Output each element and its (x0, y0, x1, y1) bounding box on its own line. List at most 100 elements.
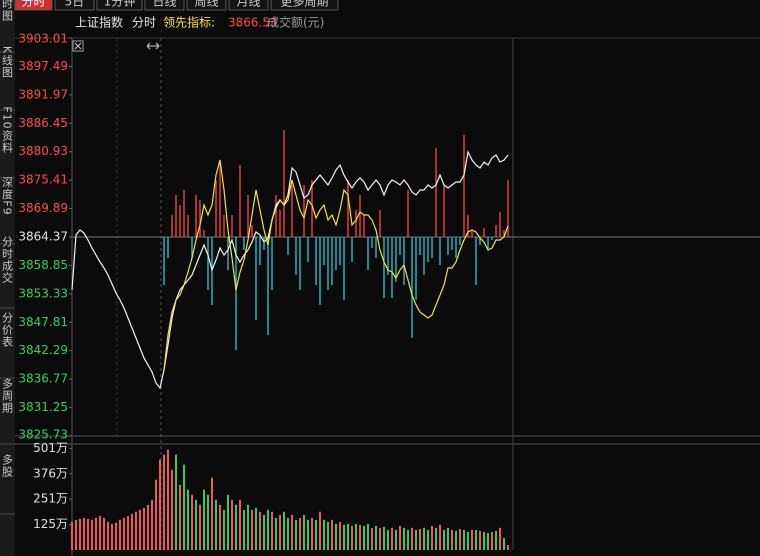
volume-bar (347, 523, 349, 550)
volume-bar (363, 525, 365, 550)
volume-bar (231, 499, 233, 550)
volume-bar (443, 529, 445, 550)
y-tick-label: 3886.45 (18, 116, 68, 130)
volume-bar (103, 517, 105, 550)
volume-bar (83, 517, 85, 550)
y-tick-label: 251万 (33, 492, 68, 506)
volume-bar (323, 519, 325, 550)
tab[interactable] (144, 0, 185, 11)
volume-bar (387, 529, 389, 550)
tab[interactable] (96, 0, 143, 11)
amount-label: 成交额(元) (267, 15, 324, 30)
sidebar-item[interactable]: F10资料 (1, 106, 14, 153)
y-tick-label: 3880.93 (18, 144, 68, 158)
volume-bar (371, 527, 373, 550)
volume-bar (479, 530, 481, 550)
volume-bar (147, 504, 149, 550)
y-tick-label: 3853.33 (18, 286, 68, 300)
volume-bar (155, 479, 157, 550)
index-name: 上证指数 (75, 15, 123, 30)
volume-bar (507, 544, 509, 550)
volume-bar (195, 499, 197, 550)
y-tick-label: 501万 (33, 441, 68, 455)
volume-bar (255, 507, 257, 550)
tab[interactable] (270, 0, 339, 11)
volume-bar (179, 484, 181, 550)
volume-bar (495, 530, 497, 550)
volume-bar (367, 523, 369, 550)
volume-bar (411, 527, 413, 550)
tab[interactable] (228, 0, 269, 11)
sidebar-item[interactable]: 深度F9 (1, 176, 14, 216)
volume-bar (151, 499, 153, 550)
volume-bar (219, 504, 221, 550)
volume-bar (295, 519, 297, 550)
sidebar-item[interactable]: 多股 (1, 453, 14, 478)
volume-bar (303, 514, 305, 550)
volume-bar (167, 449, 169, 550)
tab-label: 5日 (65, 0, 85, 9)
volume-bar (283, 511, 285, 550)
sidebar-item[interactable]: 分时成交 (1, 236, 14, 284)
volume-bar (459, 528, 461, 550)
volume-bar (207, 494, 209, 550)
volume-bar (75, 519, 77, 550)
sidebar-item[interactable]: K线图 (1, 46, 14, 78)
y-tick-label: 3847.81 (18, 315, 68, 329)
volume-bar (171, 469, 173, 550)
tab-label: 月线 (236, 0, 260, 9)
volume-bar (87, 518, 89, 550)
volume-bar (175, 454, 177, 550)
volume-bar (403, 527, 405, 550)
volume-bar (275, 517, 277, 550)
close-button[interactable] (72, 40, 84, 52)
volume-bar (311, 517, 313, 550)
volume-bar (227, 494, 229, 550)
volume-bar (191, 494, 193, 550)
volume-bar (499, 527, 501, 550)
volume-bar (471, 529, 473, 550)
volume-bar (199, 504, 201, 550)
volume-bar (375, 525, 377, 550)
volume-bar (331, 519, 333, 550)
volume-bar (483, 531, 485, 550)
tab[interactable] (54, 0, 95, 11)
volume-bar (187, 489, 189, 550)
volume-bar (395, 529, 397, 550)
y-tick-label: 3869.89 (18, 201, 68, 215)
tab-label: 分时 (21, 0, 45, 9)
tab-label: 1分钟 (104, 0, 136, 9)
volume-bar (451, 529, 453, 550)
y-tick-label: 3836.77 (18, 372, 68, 386)
volume-bar (343, 524, 345, 550)
indicator-label: 领先指标: (163, 15, 215, 30)
volume-bar (259, 511, 261, 550)
volume-bar (119, 519, 121, 550)
sidebar-item[interactable]: 多周期 (1, 377, 14, 414)
volume-bar (431, 525, 433, 550)
sidebar-item[interactable]: 分价表 (1, 312, 14, 348)
volume-bar (447, 527, 449, 550)
mode-label: 分时 (132, 16, 156, 30)
volume-bar (95, 517, 97, 550)
volume-bar (115, 522, 117, 550)
volume-bar (79, 518, 81, 550)
volume-bar (91, 519, 93, 550)
resize-icon[interactable] (146, 42, 160, 50)
volume-bar (71, 521, 73, 550)
volume-bar (299, 517, 301, 550)
volume-bar (351, 525, 353, 550)
volume-bar (263, 514, 265, 550)
tab[interactable] (14, 0, 53, 11)
volume-bar (215, 499, 217, 550)
volume-bar (415, 529, 417, 550)
tab[interactable] (186, 0, 227, 11)
volume-bar (159, 459, 161, 550)
volume-bar (271, 511, 273, 550)
volume-bar (435, 527, 437, 550)
y-tick-label: 3903.01 (18, 32, 68, 46)
sidebar-item[interactable]: 分时图 (1, 0, 14, 22)
volume-bar (123, 517, 125, 550)
volume-bar (335, 523, 337, 550)
